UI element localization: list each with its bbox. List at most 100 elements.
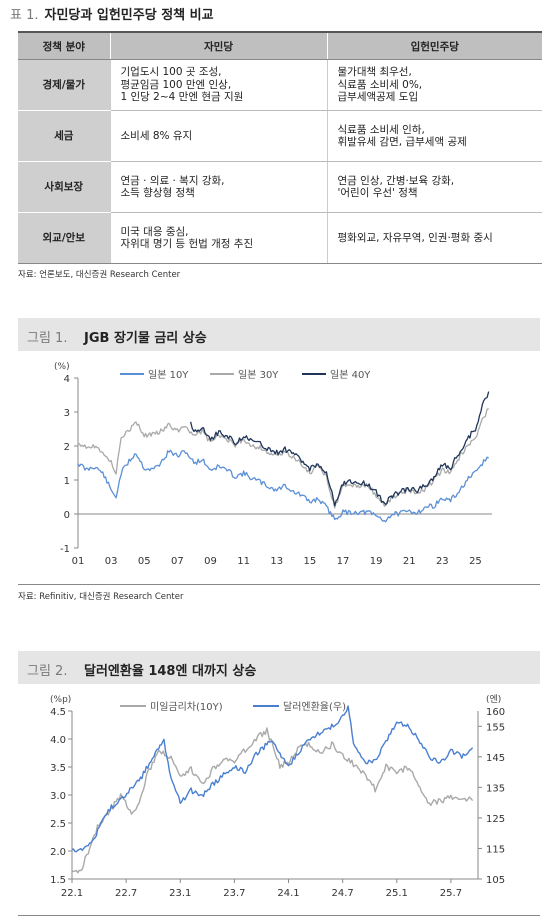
header-ldp: 자민당: [109, 31, 327, 60]
x-tick-label: 22.7: [115, 888, 137, 899]
left-axis-unit: (%p): [50, 695, 71, 705]
cdp-cell: 식료품 소비세 인하, 휘발유세 감면, 급부세액 공제: [326, 110, 542, 162]
x-tick-label: 25: [469, 556, 482, 567]
row-category: 외교/안보: [18, 212, 110, 264]
legend-label: 일본 10Y: [148, 369, 189, 381]
x-tick-label: 21: [403, 556, 416, 567]
header-policy-area: 정책 분야: [18, 31, 110, 60]
right-axis-unit: (엔): [486, 694, 501, 705]
series-line: [77, 407, 489, 509]
right-y-tick-label: 105: [486, 875, 505, 886]
cell-line: 연금 인상, 간병·보육 강화,: [337, 174, 455, 187]
legend-label: 달러엔환율(우): [283, 701, 346, 713]
table-number: 표 1.: [10, 8, 39, 23]
row-category: 세금: [18, 110, 110, 162]
figure2-title: 달러엔환율 148엔 대까지 상승: [84, 664, 257, 679]
x-tick-label: 24.1: [277, 888, 299, 899]
x-tick-label: 25.1: [386, 888, 408, 899]
y-tick-label: 3: [64, 408, 70, 419]
x-tick-label: 19: [370, 556, 383, 567]
table-row: 사회보장 연금 · 의료 · 복지 강화, 소득 향상형 정책 연금 인상, 간…: [18, 161, 542, 213]
left-y-tick-label: 3.5: [50, 763, 66, 774]
x-tick-label: 09: [204, 556, 217, 567]
legend-label: 일본 30Y: [238, 369, 279, 381]
figure2-number: 그림 2.: [27, 664, 68, 679]
left-y-tick-label: 4.0: [50, 735, 66, 746]
y-tick-label: 2: [64, 442, 70, 453]
cell-line: 소득 향상형 정책: [120, 187, 195, 199]
table-row: 세금 소비세 8% 유지 식료품 소비세 인하, 휘발유세 감면, 급부세액 공…: [18, 110, 542, 162]
cdp-cell: 연금 인상, 간병·보육 강화, '어린이 우선' 정책: [326, 161, 542, 213]
figure1-number: 그림 1.: [27, 331, 68, 346]
cell-line: 식료품 소비세 인하,: [337, 123, 425, 136]
table-source: 자료: 언론보도, 대신증권 Research Center: [18, 270, 181, 280]
figure2-header: 그림 2. 달러엔환율 148엔 대까지 상승: [18, 651, 540, 684]
x-tick-label: 13: [270, 556, 283, 567]
row-category: 사회보장: [18, 161, 110, 213]
x-tick-label: 05: [138, 556, 151, 567]
left-y-tick-label: 4.5: [50, 707, 66, 718]
ldp-cell: 소비세 8% 유지: [109, 110, 327, 162]
x-tick-label: 03: [105, 556, 118, 567]
left-y-tick-label: 2.5: [50, 819, 66, 830]
x-tick-label: 17: [337, 556, 350, 567]
right-y-tick-label: 145: [486, 753, 505, 764]
table-title: 표 1. 자민당과 입헌민주당 정책 비교: [10, 4, 214, 23]
usdjpy-spread-chart: (%p) (엔) 1.5 2.0 2.5 3.0 3.5 4.0 4.5 105 115 125 135…: [50, 694, 505, 899]
cell-line: 급부세액공제 도입: [337, 91, 419, 104]
cell-line: 평균임금 100 만엔 인상,: [120, 78, 232, 91]
x-tick-label: 11: [237, 556, 250, 567]
y-axis-unit: (%): [54, 362, 70, 372]
row-category: 경제/물가: [18, 59, 110, 111]
right-y-tick-label: 115: [486, 844, 505, 855]
header-cdp: 입헌민주당: [326, 31, 542, 60]
usdjpy-line: [71, 705, 474, 853]
cell-line: '어린이 우선' 정책: [337, 187, 418, 199]
cdp-cell: 평화외교, 자유무역, 인권·평화 중시: [326, 212, 542, 264]
cell-line: 평화외교, 자유무역, 인권·평화 중시: [337, 231, 493, 244]
cell-line: 식료품 소비세 0%,: [337, 78, 423, 91]
figure1-header: 그림 1. JGB 장기물 금리 상승: [18, 318, 540, 351]
x-tick-label: 23.7: [223, 888, 245, 899]
x-tick-label: 07: [171, 556, 184, 567]
cell-line: 연금 · 의료 · 복지 강화,: [120, 174, 225, 187]
series-line: [77, 449, 489, 523]
figure2-divider: [18, 915, 540, 916]
left-y-tick-label: 2.0: [50, 847, 66, 858]
ldp-cell: 연금 · 의료 · 복지 강화, 소득 향상형 정책: [109, 161, 327, 213]
cdp-cell: 물가대책 최우선, 식료품 소비세 0%, 급부세액공제 도입: [326, 59, 542, 111]
x-tick-label: 25.7: [440, 888, 462, 899]
x-tick-label: 23.1: [169, 888, 191, 899]
y-tick-label: 0: [64, 510, 70, 521]
series-line: [189, 391, 490, 507]
cell-line: 기업도시 100 곳 조성,: [120, 66, 222, 79]
x-tick-label: 24.7: [332, 888, 354, 899]
x-tick-label: 22.1: [61, 888, 83, 899]
table-header-row: 정책 분야 자민당 입헌민주당: [18, 31, 542, 60]
ldp-cell: 미국 대응 중심, 자위대 명기 등 헌법 개정 추진: [109, 212, 327, 264]
cell-line: 소비세 8% 유지: [120, 129, 193, 142]
table-title-text: 자민당과 입헌민주당 정책 비교: [44, 8, 214, 23]
legend-label: 일본 40Y: [330, 369, 371, 381]
table-row: 경제/물가 기업도시 100 곳 조성, 평균임금 100 만엔 인상, 1 인…: [18, 59, 542, 111]
cell-line: 휘발유세 감면, 급부세액 공제: [337, 136, 467, 148]
spread-line: [71, 727, 474, 874]
cell-line: 자위대 명기 등 헌법 개정 추진: [120, 238, 254, 250]
left-y-tick-label: 1.5: [50, 875, 66, 886]
right-y-tick-label: 155: [486, 722, 505, 733]
y-tick-label: 4: [64, 374, 70, 385]
y-tick-label: -1: [60, 544, 70, 555]
ldp-cell: 기업도시 100 곳 조성, 평균임금 100 만엔 인상, 1 인당 2~4 …: [109, 59, 327, 111]
x-tick-label: 01: [72, 556, 85, 567]
figure1-source: 자료: Refinitiv, 대신증권 Research Center: [18, 592, 184, 602]
table-row: 외교/안보 미국 대응 중심, 자위대 명기 등 헌법 개정 추진 평화외교, …: [18, 212, 542, 264]
x-tick-label: 23: [436, 556, 449, 567]
figure1-divider: [18, 584, 540, 585]
cell-line: 미국 대응 중심,: [120, 225, 189, 238]
y-tick-label: 1: [64, 476, 70, 487]
legend-label: 미일금리차(10Y): [150, 701, 223, 713]
cell-line: 물가대책 최우선,: [337, 66, 412, 79]
right-y-tick-label: 160: [486, 707, 505, 718]
left-y-tick-label: 3.0: [50, 791, 66, 802]
